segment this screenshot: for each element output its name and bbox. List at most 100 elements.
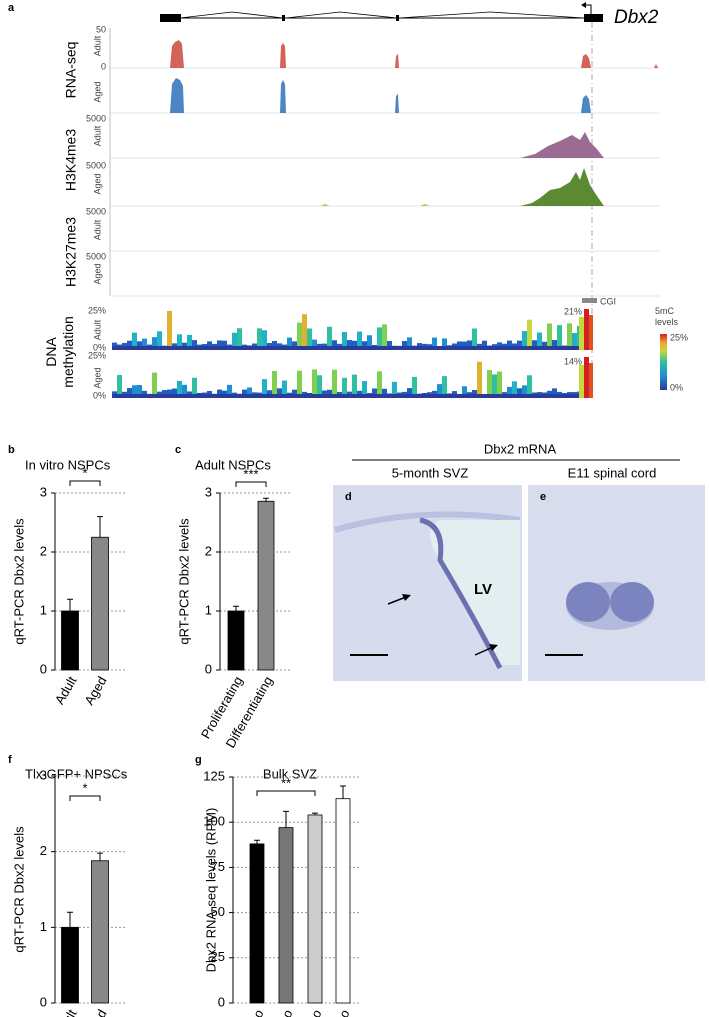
y-tick-label: 3 [40, 484, 47, 499]
methylation-floor [482, 394, 487, 398]
methylation-bar [472, 389, 477, 398]
y-axis-label: qRT-PCR Dbx2 levels [176, 518, 191, 645]
methylation-floor [252, 394, 257, 398]
methylation-bar [462, 386, 467, 398]
legend-label: 25% [670, 332, 688, 342]
legend-label: 0% [670, 382, 683, 392]
methylation-floor [402, 394, 407, 398]
methylation-floor [497, 346, 502, 350]
methylation-floor [537, 346, 542, 350]
methylation-floor [387, 346, 392, 350]
methylation-bar [187, 334, 192, 350]
gene-model [160, 2, 603, 22]
methylation-floor [182, 346, 187, 350]
methylation-bar [177, 334, 182, 350]
methylation-floor [342, 394, 347, 398]
methylation-floor [527, 346, 532, 350]
methylation-bar [402, 341, 407, 350]
methylation-floor [542, 394, 547, 398]
methylation-bar [277, 388, 282, 398]
significance-bracket [256, 790, 316, 796]
methylation-bar [457, 341, 462, 350]
error-bar [97, 852, 103, 861]
methylation-floor [517, 346, 522, 350]
methylation-bar [462, 341, 467, 350]
methylation-floor [157, 394, 162, 398]
scale-label: 0 [101, 61, 106, 71]
methylation-bar [407, 388, 412, 398]
methylation-floor [177, 394, 182, 398]
methylation-floor [447, 346, 452, 350]
error-bar [340, 785, 346, 799]
methylation-floor [402, 346, 407, 350]
scale-label: 25% [88, 305, 106, 315]
y-tick-label: 75 [211, 859, 225, 874]
methylation-floor [282, 394, 287, 398]
methylation-floor [407, 346, 412, 350]
methylation-floor [347, 394, 352, 398]
methylation-bar [222, 340, 227, 350]
methylation-floor [352, 346, 357, 350]
methylation-floor [392, 346, 397, 350]
methylation-bar [442, 376, 447, 398]
methylation-bar [192, 377, 197, 398]
methylation-bar [347, 340, 352, 350]
methylation-bar [557, 325, 562, 350]
methylation-floor [297, 394, 302, 398]
methylation-bar [367, 335, 372, 350]
methylation-floor [317, 394, 322, 398]
methylation-floor [172, 346, 177, 350]
methylation-floor [202, 394, 207, 398]
methylation-floor [512, 394, 517, 398]
y-tick-label: 1 [205, 602, 212, 617]
methylation-floor [527, 394, 532, 398]
methylation-floor [322, 346, 327, 350]
methylation-floor [357, 394, 362, 398]
methylation-floor [132, 346, 137, 350]
methylation-floor [317, 346, 322, 350]
methylation-floor [132, 394, 137, 398]
methylation-floor [487, 394, 492, 398]
methylation-floor [147, 394, 152, 398]
methylation-bar [262, 330, 267, 350]
methylation-bar [292, 341, 297, 350]
x-tick-label: 6mo [270, 1007, 296, 1017]
y-tick-label: 3 [40, 767, 47, 782]
methylation-floor [347, 346, 352, 350]
methylation-bar [172, 388, 177, 398]
legend-title: 5mC levels [655, 306, 679, 327]
methylation-floor [477, 346, 482, 350]
methylation-floor [492, 346, 497, 350]
methylation-floor [137, 394, 142, 398]
methylation-bar [242, 389, 247, 398]
methylation-bar [487, 370, 492, 398]
color-bar [660, 334, 667, 390]
methylation-bar [497, 371, 502, 398]
methylation-cgi [589, 363, 593, 398]
methylation-floor [397, 394, 402, 398]
methylation-floor [167, 346, 172, 350]
methylation-floor [167, 394, 172, 398]
panel-letter: g [195, 754, 202, 766]
methylation-bar [217, 389, 222, 398]
y-tick-label: 3 [205, 484, 212, 499]
methylation-floor [327, 346, 332, 350]
significance-bracket [69, 480, 101, 486]
methylation-bar [332, 340, 337, 350]
sample-label: Adult [92, 319, 102, 340]
methylation-bar [137, 384, 142, 398]
methylation-floor [322, 394, 327, 398]
sample-label: Aged [92, 367, 102, 388]
methylation-bar [227, 384, 232, 398]
methylation-floor [497, 394, 502, 398]
bar [61, 926, 79, 1004]
methylation-floor [127, 394, 132, 398]
methylation-bar [467, 340, 472, 350]
scale-label: 50 [96, 24, 106, 34]
methylation-bar [297, 322, 302, 350]
methylation-floor [552, 394, 557, 398]
methylation-floor [192, 394, 197, 398]
methylation-floor [562, 346, 567, 350]
methylation-floor [437, 394, 442, 398]
methylation-floor [507, 346, 512, 350]
